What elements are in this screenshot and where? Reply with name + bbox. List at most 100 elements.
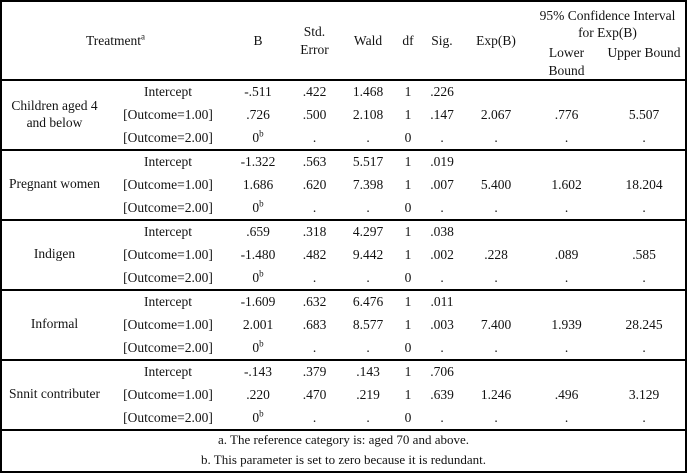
table-row: [Outcome=2.00] 0b . . 0 . . . . [1,197,686,220]
cell-wald: 9.442 [352,247,384,263]
parameter-label: [Outcome=1.00] [123,247,213,263]
table-row: Informal Intercept -1.609 .632 6.476 1 .… [1,290,686,331]
cell-exp-b: 1.246 [480,386,512,402]
cell-exp-b [462,360,530,383]
cell-sig: .002 [430,247,454,263]
cell-df: 0 [404,339,412,355]
parameter-label: [Outcome=1.00] [123,386,213,402]
parameter-label: Intercept [144,294,192,310]
treatment-group-pregnant-women: Pregnant women Intercept -1.322 .563 5.5… [1,149,686,220]
header-treatment-label: Treatment [86,32,141,48]
cell-sig: .011 [430,294,454,310]
parameter-label: Intercept [144,154,192,170]
cell-wald: 1.468 [352,84,384,100]
cell-upper-bound: 18.204 [625,177,663,193]
cell-lower-bound [530,290,603,313]
parameter-label: [Outcome=2.00] [123,130,213,146]
parameter-label: [Outcome=2.00] [123,339,213,355]
cell-std-error: .620 [302,177,327,193]
cell-lower-bound: . [564,339,569,355]
footnote-mark-b: b [259,268,264,279]
cell-sig: . [440,339,444,355]
cell-sig: . [440,199,444,215]
table-row: [Outcome=2.00] 0b . . 0 . . . . [1,336,686,359]
cell-lower-bound [530,80,603,103]
cell-lower-bound: 1.602 [551,177,582,193]
table-footnotes: a. The reference category is: aged 70 an… [1,429,686,472]
treatment-group-label: Indigen [33,246,76,262]
header-treatment: Treatmenta [1,1,229,80]
header-df: df [402,32,414,48]
cell-std-error: . [312,199,317,215]
cell-b: -1.480 [240,247,276,263]
header-confidence-interval: 95% Confidence Interval for Exp(B) [539,7,676,41]
cell-b: .220 [246,386,270,402]
cell-upper-bound [603,150,686,173]
cell-df: 1 [404,224,412,240]
zero-value: 0 [252,130,260,146]
cell-upper-bound: . [642,339,646,355]
cell-upper-bound: 5.507 [628,107,660,123]
cell-upper-bound: . [642,130,646,146]
cell-df: 0 [404,199,412,215]
cell-exp-b [462,290,530,313]
parameter-label: Intercept [144,84,192,100]
header-lower-bound: Lower Bound [548,45,585,78]
zero-value: 0 [252,339,260,355]
cell-upper-bound: .585 [632,247,656,263]
cell-df: 1 [404,84,412,100]
cell-wald: 7.398 [352,177,384,193]
cell-sig: .003 [430,316,454,332]
cell-exp-b: 5.400 [480,177,512,193]
cell-df: 0 [404,269,412,285]
treatment-group-label: Pregnant women [8,176,101,192]
cell-std-error: .482 [302,247,327,263]
cell-upper-bound: 28.245 [625,316,663,332]
cell-exp-b [462,220,530,243]
cell-lower-bound [530,150,603,173]
cell-wald: 6.476 [352,294,384,310]
header-row-2: Lower Bound Upper Bound [1,43,686,80]
table-row: Indigen Intercept .659 .318 4.297 1 .038 [1,220,686,261]
cell-b: -.143 [243,364,273,380]
cell-upper-bound [603,290,686,313]
cell-df: 1 [404,177,412,193]
treatment-group-informal: Informal Intercept -1.609 .632 6.476 1 .… [1,289,686,360]
parameter-label: Intercept [144,224,192,240]
cell-upper-bound [603,80,686,103]
cell-df: 1 [404,294,412,310]
header-row-1: Treatmenta B Std. Error Wald df Sig. Exp… [1,1,686,57]
cell-std-error: . [312,409,317,425]
cell-wald: 2.108 [352,107,384,123]
parameter-label: [Outcome=1.00] [123,316,213,332]
treatment-group-label: Children aged 4 and below [11,98,98,131]
treatment-group-indigen: Indigen Intercept .659 .318 4.297 1 .038… [1,219,686,290]
cell-lower-bound [530,360,603,383]
cell-wald: 4.297 [352,224,384,240]
table-row: [Outcome=1.00] -1.480 .482 9.442 1 .002 … [1,243,686,266]
treatment-group-snnit: Snnit contributer Intercept -.143 .379 .… [1,359,686,430]
cell-b: 0b [229,336,287,359]
footnote-mark-b: b [259,128,264,139]
cell-lower-bound: . [564,199,569,215]
cell-df: 1 [404,107,412,123]
header-std-error: Std. Error [300,24,329,57]
header-sig: Sig. [431,32,453,48]
cell-wald: . [366,130,370,146]
cell-upper-bound: 3.129 [628,386,660,402]
cell-b: 0b [229,127,287,150]
cell-df: 1 [404,154,412,170]
cell-df: 1 [404,364,412,380]
cell-wald: . [366,269,370,285]
table-row: [Outcome=2.00] 0b . . 0 . . . . [1,406,686,429]
cell-upper-bound [603,220,686,243]
header-treatment-footnote-mark: a [141,31,145,42]
cell-exp-b [462,80,530,103]
cell-lower-bound: . [564,269,569,285]
cell-lower-bound [530,220,603,243]
cell-exp-b: 7.400 [480,316,512,332]
cell-lower-bound: . [564,130,569,146]
table-row: [Outcome=1.00] .220 .470 .219 1 .639 1.2… [1,383,686,406]
cell-sig: .019 [430,154,454,170]
table-row: Pregnant women Intercept -1.322 .563 5.5… [1,150,686,191]
